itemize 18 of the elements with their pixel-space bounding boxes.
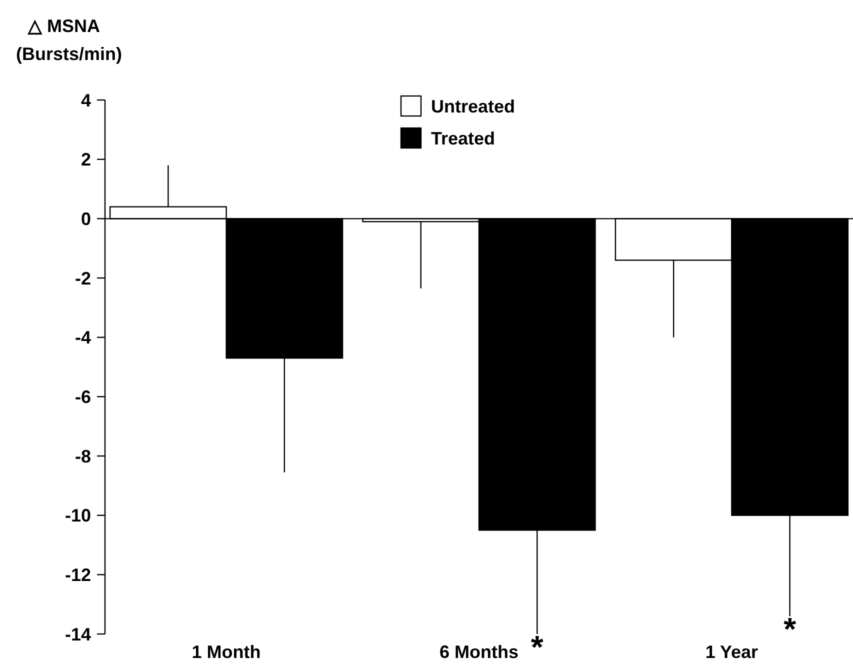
y-tick-label: 4 bbox=[80, 90, 91, 110]
y-tick-label: -8 bbox=[74, 446, 91, 466]
y-tick-label: -2 bbox=[74, 268, 91, 288]
y-axis-title: △ MSNA (Bursts/min) bbox=[16, 16, 122, 64]
legend-label: Untreated bbox=[431, 96, 516, 116]
legend-label: Treated bbox=[431, 128, 496, 148]
y-tick-label: -10 bbox=[64, 506, 91, 526]
x-tick-label: 1 Year bbox=[705, 642, 758, 662]
y-tick-label: 0 bbox=[80, 208, 91, 229]
x-tick-label: 6 Months bbox=[440, 642, 518, 662]
annotation: * bbox=[784, 611, 797, 648]
y-tick-label: -12 bbox=[64, 564, 91, 585]
y-tick-label: -4 bbox=[74, 328, 91, 348]
y-tick-label: -14 bbox=[64, 624, 91, 644]
y-tick-label: 2 bbox=[80, 150, 91, 170]
x-tick-label: 1 Month bbox=[192, 642, 261, 662]
annotation: * bbox=[530, 629, 544, 664]
y-tick-label: -6 bbox=[74, 386, 91, 407]
